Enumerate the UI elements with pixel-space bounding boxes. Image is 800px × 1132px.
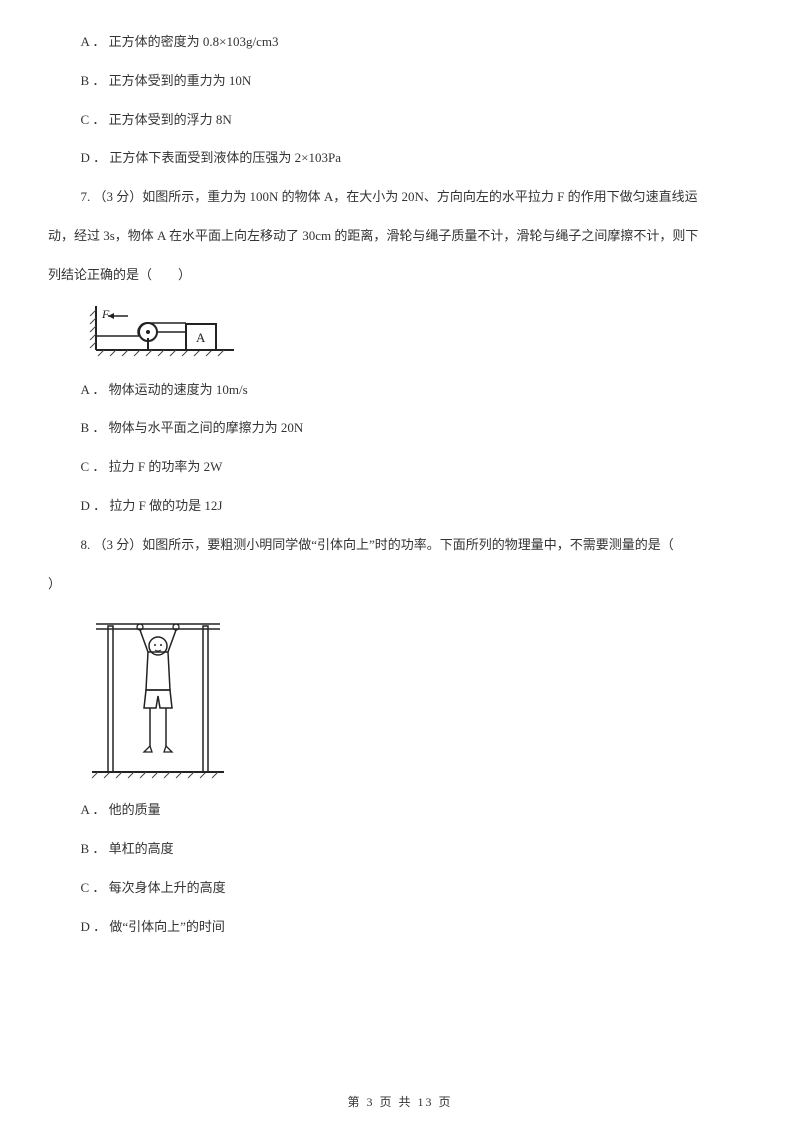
q8-option-b: B ． 单杠的高度 (48, 839, 752, 860)
q6-option-d: D ． 正方体下表面受到液体的压强为 2×103Pa (48, 148, 752, 169)
force-label: F (101, 307, 110, 321)
q6-option-c: C ． 正方体受到的浮力 8N (48, 110, 752, 131)
q7-stem-line1: 7. （3 分）如图所示，重力为 100N 的物体 A，在大小为 20N、方向向… (48, 187, 752, 208)
page: A ． 正方体的密度为 0.8×103g/cm3 B ． 正方体受到的重力为 1… (0, 0, 800, 1132)
q6-option-b: B ． 正方体受到的重力为 10N (48, 71, 752, 92)
q7-option-c: C ． 拉力 F 的功率为 2W (48, 457, 752, 478)
pulley-diagram-icon: F A (88, 304, 238, 362)
q8-option-c: C ． 每次身体上升的高度 (48, 878, 752, 899)
q7-option-d: D ． 拉力 F 做的功是 12J (48, 496, 752, 517)
pullup-diagram-icon (88, 612, 228, 782)
q7-figure: F A (88, 304, 752, 362)
q7-stem-line3: 列结论正确的是（ ） (48, 265, 752, 286)
q8-figure (88, 612, 752, 782)
block-label: A (196, 330, 206, 345)
page-footer: 第 3 页 共 13 页 (0, 1093, 800, 1110)
q8-stem-line2: ） (48, 574, 752, 595)
q8-option-d: D ． 做“引体向上”的时间 (48, 917, 752, 938)
q7-stem-line2: 动，经过 3s，物体 A 在水平面上向左移动了 30cm 的距离，滑轮与绳子质量… (48, 226, 752, 247)
q6-option-a: A ． 正方体的密度为 0.8×103g/cm3 (48, 32, 752, 53)
q7-option-b: B ． 物体与水平面之间的摩擦力为 20N (48, 418, 752, 439)
q8-option-a: A ． 他的质量 (48, 800, 752, 821)
q8-stem-line1: 8. （3 分）如图所示，要粗测小明同学做“引体向上”时的功率。下面所列的物理量… (48, 535, 752, 556)
q7-option-a: A ． 物体运动的速度为 10m/s (48, 380, 752, 401)
